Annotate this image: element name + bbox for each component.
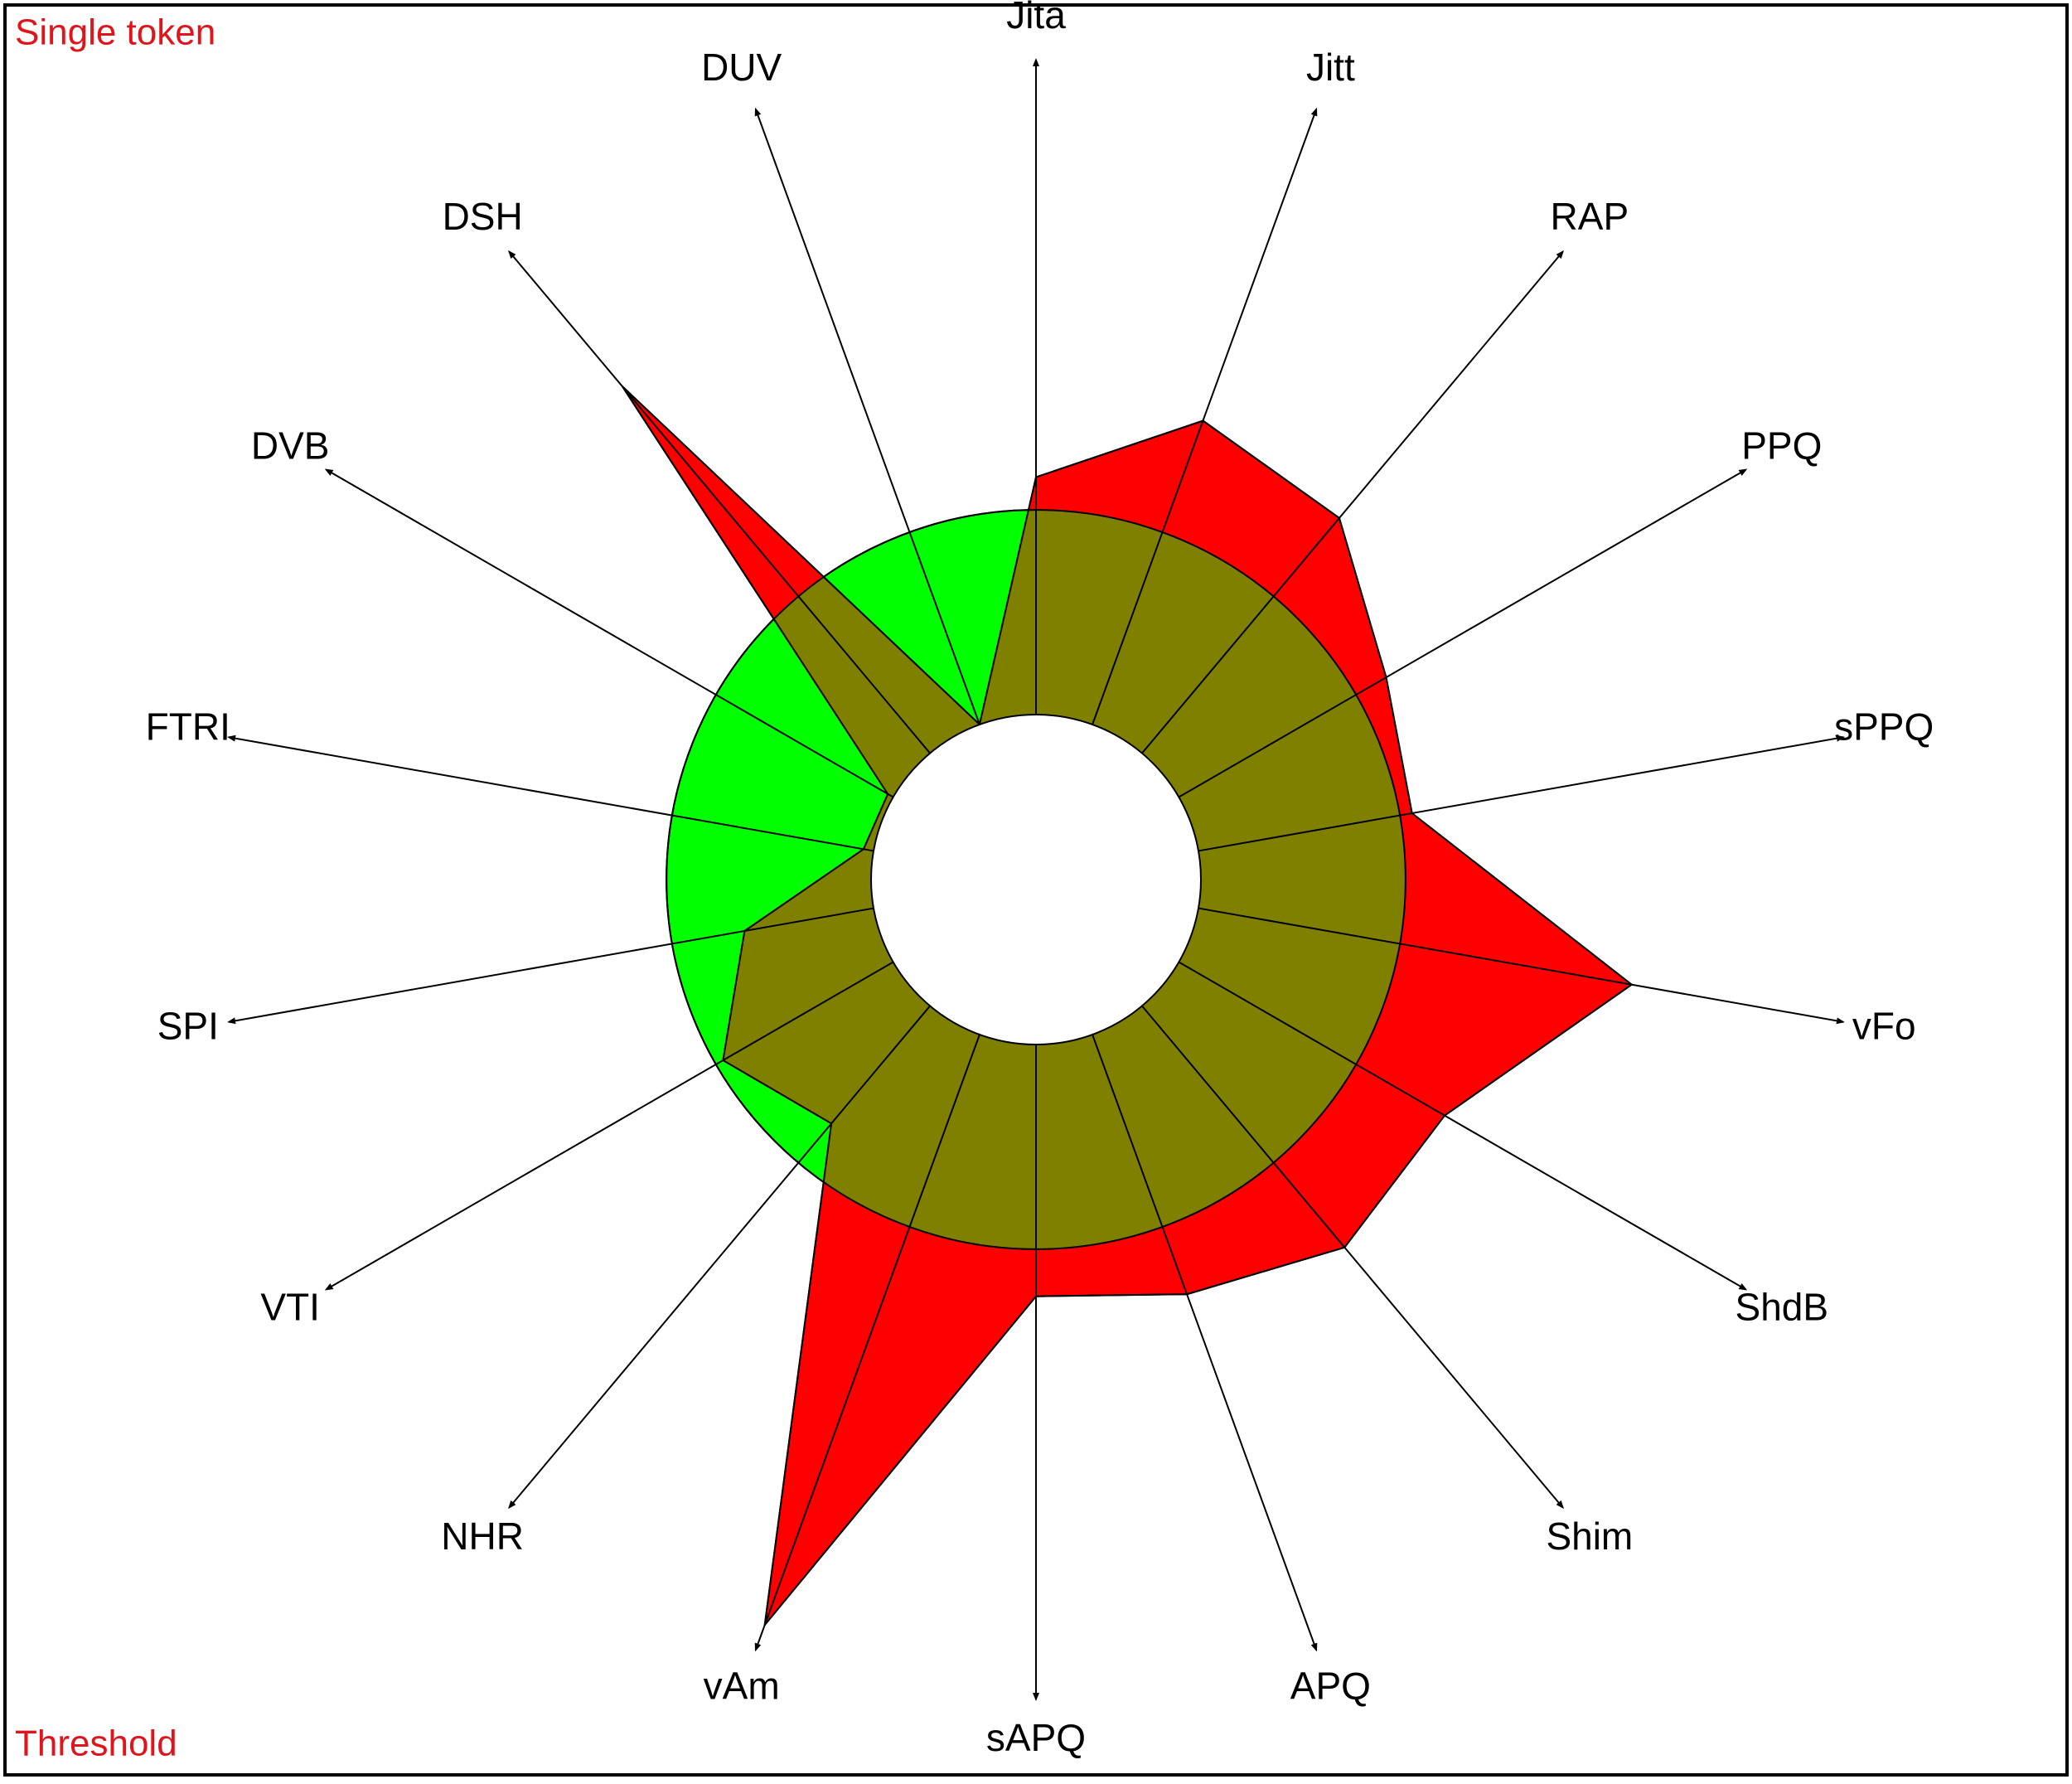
axis-line [754, 1034, 980, 1652]
axis-label: DVB [251, 424, 330, 468]
axis-line [227, 734, 874, 852]
axis-label: Jitt [1306, 46, 1355, 89]
axis-label: sPPQ [1834, 705, 1934, 749]
axis-label: FTRI [146, 705, 230, 749]
axis-label: ShdB [1736, 1286, 1829, 1329]
axis-label: NHR [441, 1515, 524, 1558]
axis-line [1141, 250, 1565, 754]
axis-label: Jita [1006, 0, 1066, 36]
axis-line [227, 907, 874, 1025]
axis-label: SPI [157, 1005, 219, 1048]
axis-line [507, 1005, 931, 1510]
axis-line [507, 250, 931, 754]
axis-line [754, 107, 980, 725]
axis-line [1178, 468, 1748, 798]
chart-title: Single token [15, 12, 215, 53]
axis-label: vFo [1852, 1005, 1916, 1048]
axis-line [1141, 1005, 1565, 1510]
axis-line [1092, 107, 1318, 725]
axis-label: DSH [443, 195, 523, 238]
inner-circle [870, 714, 1202, 1045]
axis-line [1178, 961, 1748, 1291]
axis-label: PPQ [1741, 424, 1822, 468]
axis-label: VTI [260, 1286, 320, 1329]
axis-line [1198, 734, 1845, 852]
axis-label: DUV [701, 46, 782, 89]
axis-label: sAPQ [986, 1716, 1086, 1759]
axis-line [1092, 1034, 1318, 1652]
axis-label: APQ [1290, 1664, 1371, 1707]
axis-label: RAP [1551, 195, 1629, 238]
axis-line [1198, 907, 1845, 1025]
threshold-label: Threshold [15, 1723, 177, 1764]
axis-line [324, 961, 894, 1291]
axis-label: Shim [1546, 1515, 1633, 1558]
plot: Jita Jitt RAP PPQ sPPQ vFo ShdB Shim APQ sAPQ vAm N… [146, 0, 1934, 1759]
axis-line [324, 468, 894, 798]
axis-label: vAm [704, 1664, 780, 1707]
